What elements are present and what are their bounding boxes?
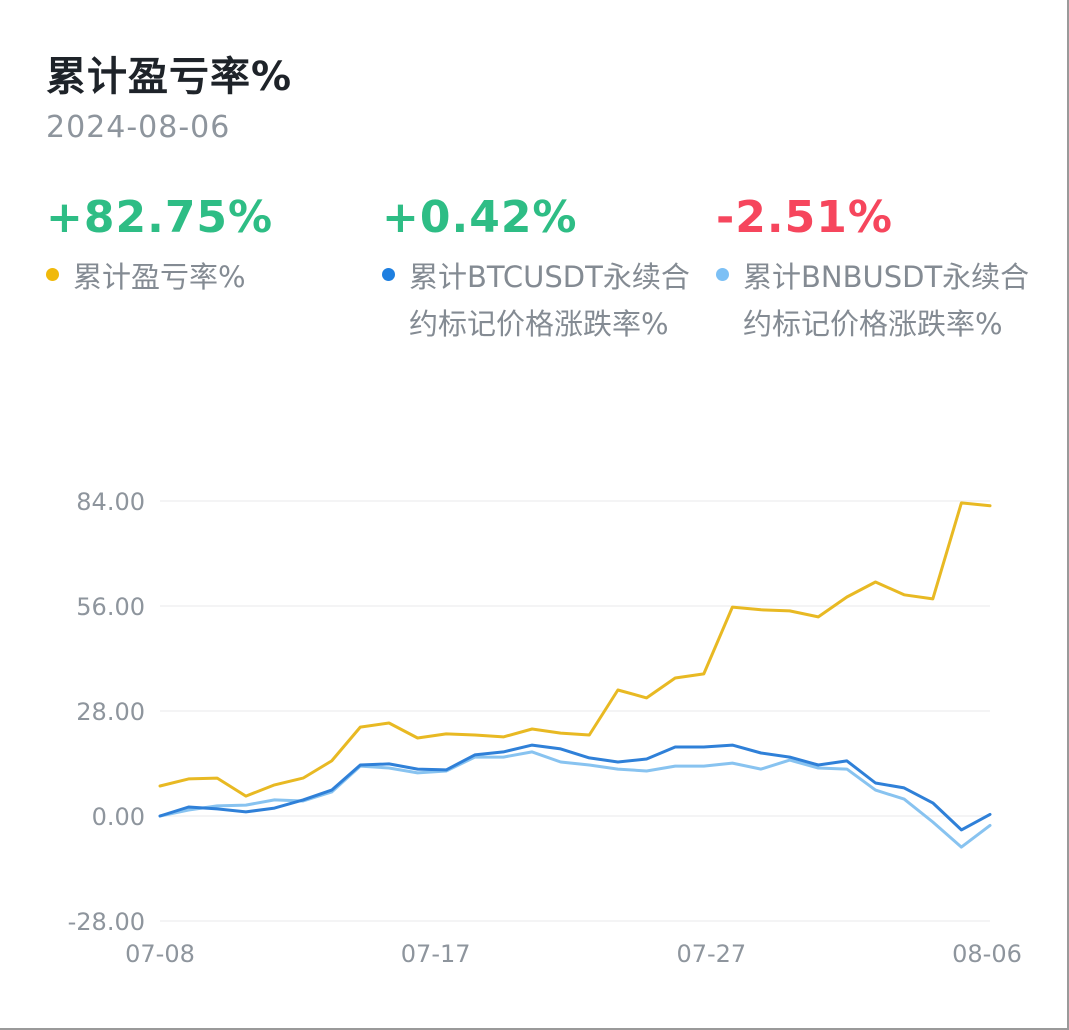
x-tick-label: 08-06 <box>952 940 1022 968</box>
chart-series <box>158 501 992 849</box>
x-tick-label: 07-27 <box>676 940 746 968</box>
stat-pnl: +82.75% 累计盈亏率% <box>46 190 376 301</box>
legend-label: 累计BTCUSDT永续合约标记价格涨跌率% <box>409 260 690 341</box>
x-axis: 07-08 07-17 07-27 08-06 <box>125 940 1022 968</box>
x-tick-label: 07-17 <box>401 940 471 968</box>
series-line-0 <box>158 501 992 798</box>
legend-dot-icon <box>46 268 59 281</box>
line-chart[interactable]: 84.00 56.00 28.00 0.00 -28.00 07-08 07-17 07-2… <box>0 460 1066 1000</box>
page-title: 累计盈亏率% <box>46 54 293 100</box>
legend-label: 累计盈亏率% <box>73 260 246 294</box>
stat-bnb: -2.51% 累计BNBUSDT永续合约标记价格涨跌率% <box>716 190 1046 348</box>
legend-item-btc[interactable]: 累计BTCUSDT永续合约标记价格涨跌率% <box>382 254 712 348</box>
x-tick-label: 07-08 <box>125 940 195 968</box>
date-label: 2024-08-06 <box>46 110 231 145</box>
legend-dot-icon <box>716 268 729 281</box>
legend-item-bnb[interactable]: 累计BNBUSDT永续合约标记价格涨跌率% <box>716 254 1046 348</box>
y-tick-label: 28.00 <box>76 698 145 726</box>
stat-value: +82.75% <box>46 192 274 243</box>
legend-dot-icon <box>382 268 395 281</box>
legend-label: 累计BNBUSDT永续合约标记价格涨跌率% <box>743 260 1030 341</box>
chart-gridlines <box>160 500 990 922</box>
series-line-2 <box>158 750 992 849</box>
series-line-1 <box>158 743 992 832</box>
y-tick-label: -28.00 <box>68 908 145 936</box>
y-tick-label: 0.00 <box>92 803 145 831</box>
stat-value: -2.51% <box>716 192 893 243</box>
legend-item-pnl[interactable]: 累计盈亏率% <box>46 254 376 301</box>
y-tick-label: 56.00 <box>76 593 145 621</box>
y-tick-label: 84.00 <box>76 488 145 516</box>
y-axis: 84.00 56.00 28.00 0.00 -28.00 <box>68 488 145 936</box>
stat-btc: +0.42% 累计BTCUSDT永续合约标记价格涨跌率% <box>382 190 712 348</box>
stat-value: +0.42% <box>382 192 578 243</box>
